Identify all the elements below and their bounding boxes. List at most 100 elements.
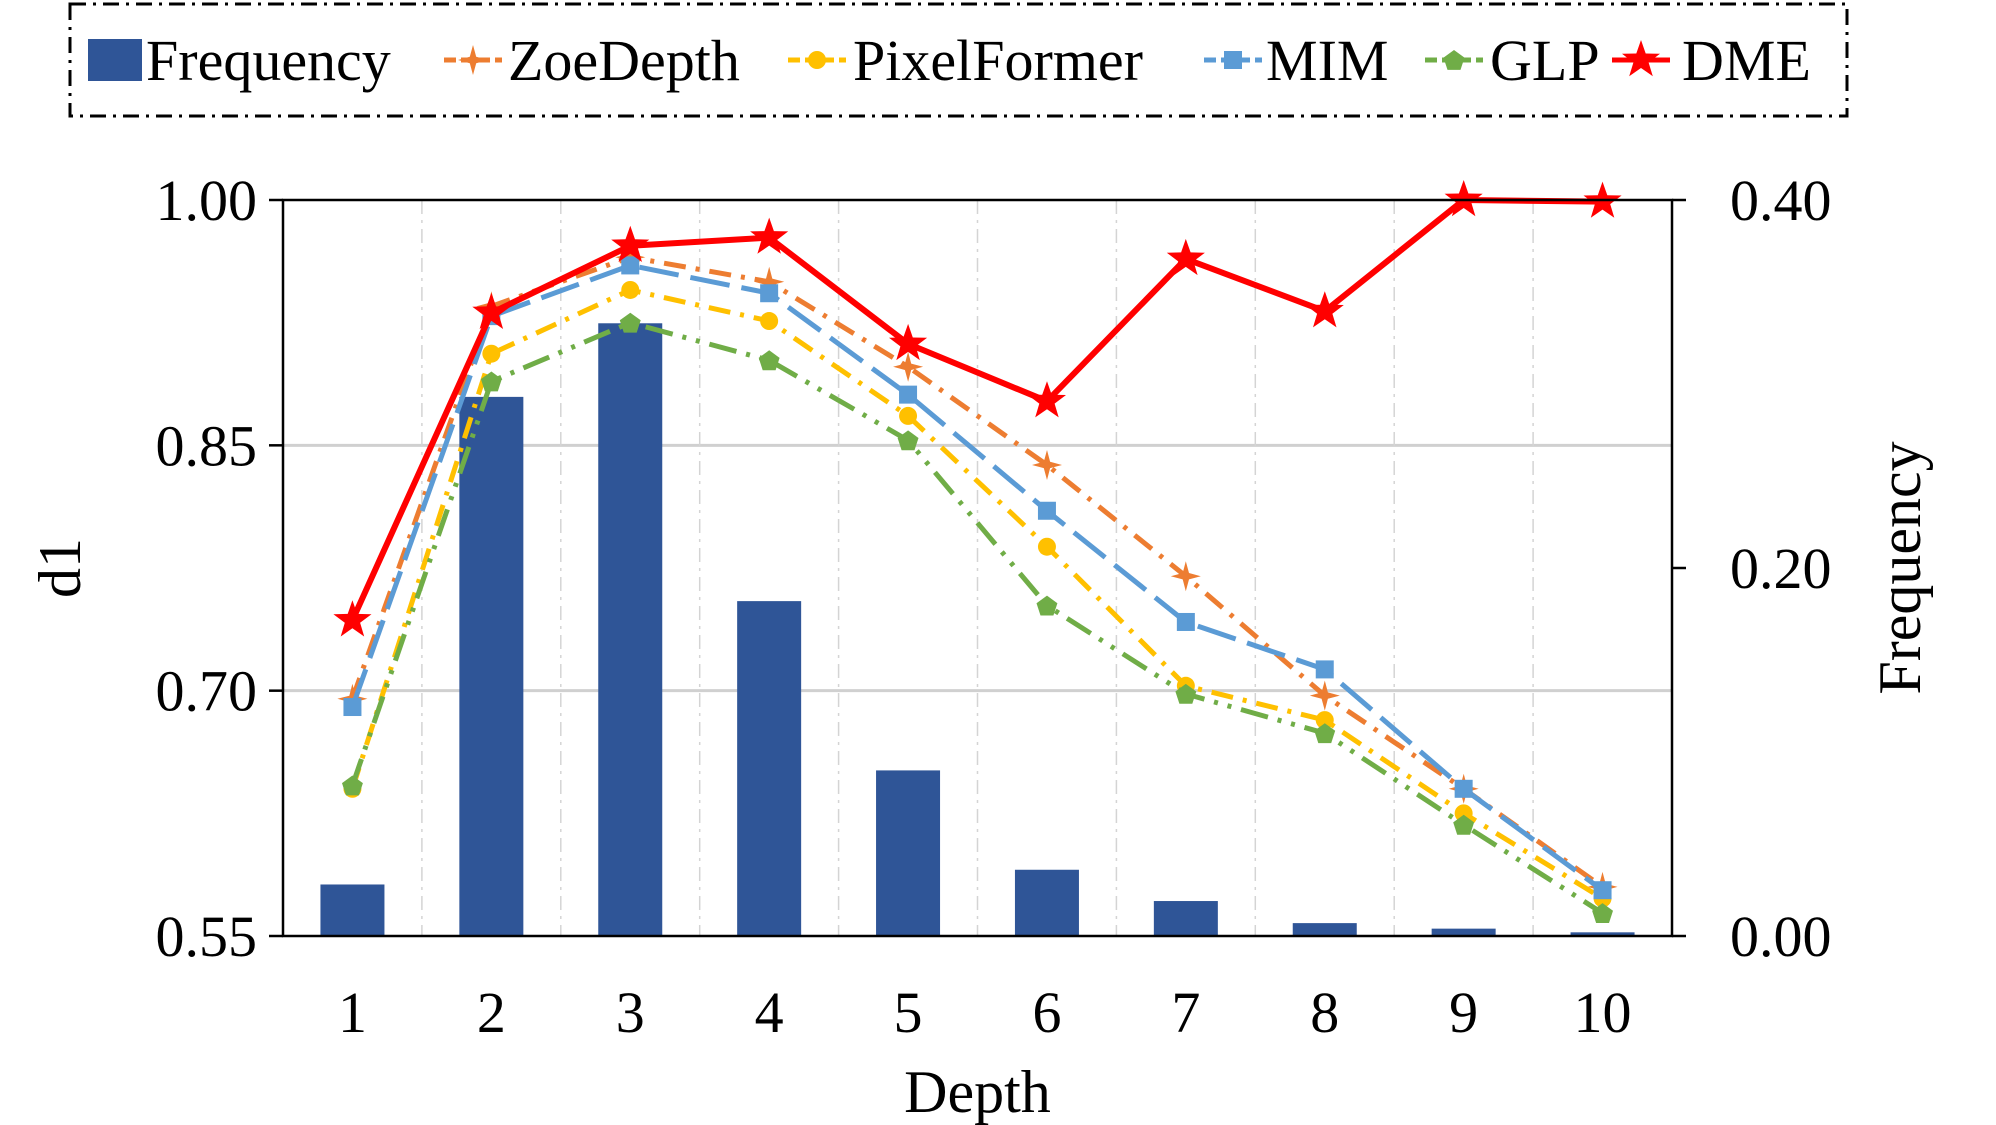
series-point [897, 430, 919, 451]
frequency-bar [1153, 901, 1218, 936]
series-point [1027, 381, 1066, 418]
series-point [482, 344, 501, 363]
legend-label: DME [1682, 28, 1811, 93]
frequency-bar [1014, 869, 1079, 936]
legend-marker [808, 51, 826, 69]
series-point [758, 350, 780, 371]
x-tick-label: 8 [1310, 980, 1339, 1045]
legend-item-dme: DME [1612, 28, 1811, 93]
y2-tick-label: 0.20 [1730, 536, 1832, 601]
x-tick-label: 4 [755, 980, 784, 1045]
frequency-bar [876, 770, 941, 936]
x-axis-title: Depth [904, 1059, 1051, 1125]
series-point [1305, 291, 1344, 328]
legend-marker [458, 45, 488, 75]
y-tick-label: 0.55 [156, 904, 258, 969]
series-line [350, 254, 1604, 889]
series-point [611, 225, 650, 262]
series-point [1176, 612, 1195, 631]
legend-label: GLP [1490, 28, 1600, 93]
x-tick-label: 9 [1449, 980, 1478, 1045]
series-point [342, 775, 363, 796]
series-point [893, 351, 924, 382]
series-point [1593, 881, 1612, 900]
legend-label: MIM [1266, 28, 1388, 93]
legend-item-mim: MIM [1204, 28, 1388, 93]
y-axis-right: 0.00 0.20 0.40 [1672, 168, 1832, 969]
legend-label: ZoeDepth [508, 28, 740, 93]
series-point [1036, 595, 1058, 616]
series-point [899, 385, 918, 404]
series-point [1454, 779, 1473, 798]
legend: Frequency ZoeDepth PixelFormer MIM GLP DME [68, 2, 1849, 118]
legend-item-glp: GLP [1425, 28, 1600, 93]
series-mim [343, 256, 1612, 900]
y-axis-title: d1 [27, 538, 93, 598]
x-tick-label: 10 [1574, 980, 1632, 1045]
series-point [1032, 450, 1062, 480]
series-point [1314, 723, 1336, 744]
series-point [1175, 683, 1197, 704]
series-point [1444, 180, 1483, 217]
x-tick-label: 2 [477, 980, 506, 1045]
series-point [754, 266, 785, 297]
y-axis-left: 0.55 0.70 0.85 1.00 [156, 168, 283, 969]
series-line [350, 320, 1604, 916]
frequency-bar [737, 601, 802, 936]
series-point [1454, 804, 1473, 823]
series-point [1309, 680, 1340, 711]
y-tick-label: 1.00 [156, 168, 258, 233]
legend-item-zoedepth: ZoeDepth [444, 28, 740, 93]
series-point [1170, 561, 1201, 592]
series-point [750, 217, 789, 254]
series-point [472, 292, 511, 329]
legend-marker [1224, 51, 1242, 69]
series-lines [333, 180, 1622, 923]
y-tick-label: 0.70 [156, 659, 258, 724]
y-tick-label: 0.85 [156, 413, 258, 478]
x-tick-label: 3 [616, 980, 645, 1045]
frequency-bars [320, 323, 1635, 936]
y2-axis-title: Frequency [1867, 441, 1933, 694]
series-point [333, 600, 372, 637]
series-point [1453, 814, 1475, 835]
x-tick-label: 1 [338, 980, 367, 1045]
x-tick-label: 7 [1171, 980, 1200, 1045]
series-glp [342, 312, 1613, 923]
series-point [760, 284, 779, 303]
series-point [1315, 711, 1334, 730]
series-point [1166, 238, 1205, 276]
series-point [760, 312, 779, 331]
legend-label: PixelFormer [853, 28, 1143, 93]
series-point [621, 256, 640, 275]
legend-swatch [88, 39, 142, 81]
legend-label: Frequency [146, 28, 391, 93]
series-point [621, 280, 640, 299]
series-dme [333, 180, 1622, 637]
y2-tick-label: 0.40 [1730, 168, 1832, 233]
series-line [350, 287, 1604, 901]
frequency-bar [1570, 932, 1635, 936]
x-axis: 1 2 3 4 5 6 7 8 9 10 [338, 980, 1632, 1045]
series-line [350, 262, 1604, 893]
frequency-bar [459, 396, 524, 936]
legend-box [68, 2, 1849, 118]
legend-marker [1443, 50, 1465, 70]
series-point [1037, 537, 1056, 556]
series-point [899, 406, 918, 425]
legend-item-frequency: Frequency [88, 28, 391, 93]
frequency-bar [320, 884, 385, 936]
series-point [619, 312, 641, 333]
series-point [343, 698, 362, 717]
frequency-bar [1292, 923, 1357, 936]
series-point [1592, 903, 1613, 923]
x-tick-label: 6 [1032, 980, 1061, 1045]
series-point [1037, 501, 1056, 520]
x-tick-label: 5 [894, 980, 923, 1045]
series-point [480, 371, 502, 392]
series-line [349, 197, 1603, 622]
y2-tick-label: 0.00 [1730, 904, 1832, 969]
legend-item-pixelformer: PixelFormer [788, 28, 1143, 93]
frequency-bar [598, 323, 663, 936]
